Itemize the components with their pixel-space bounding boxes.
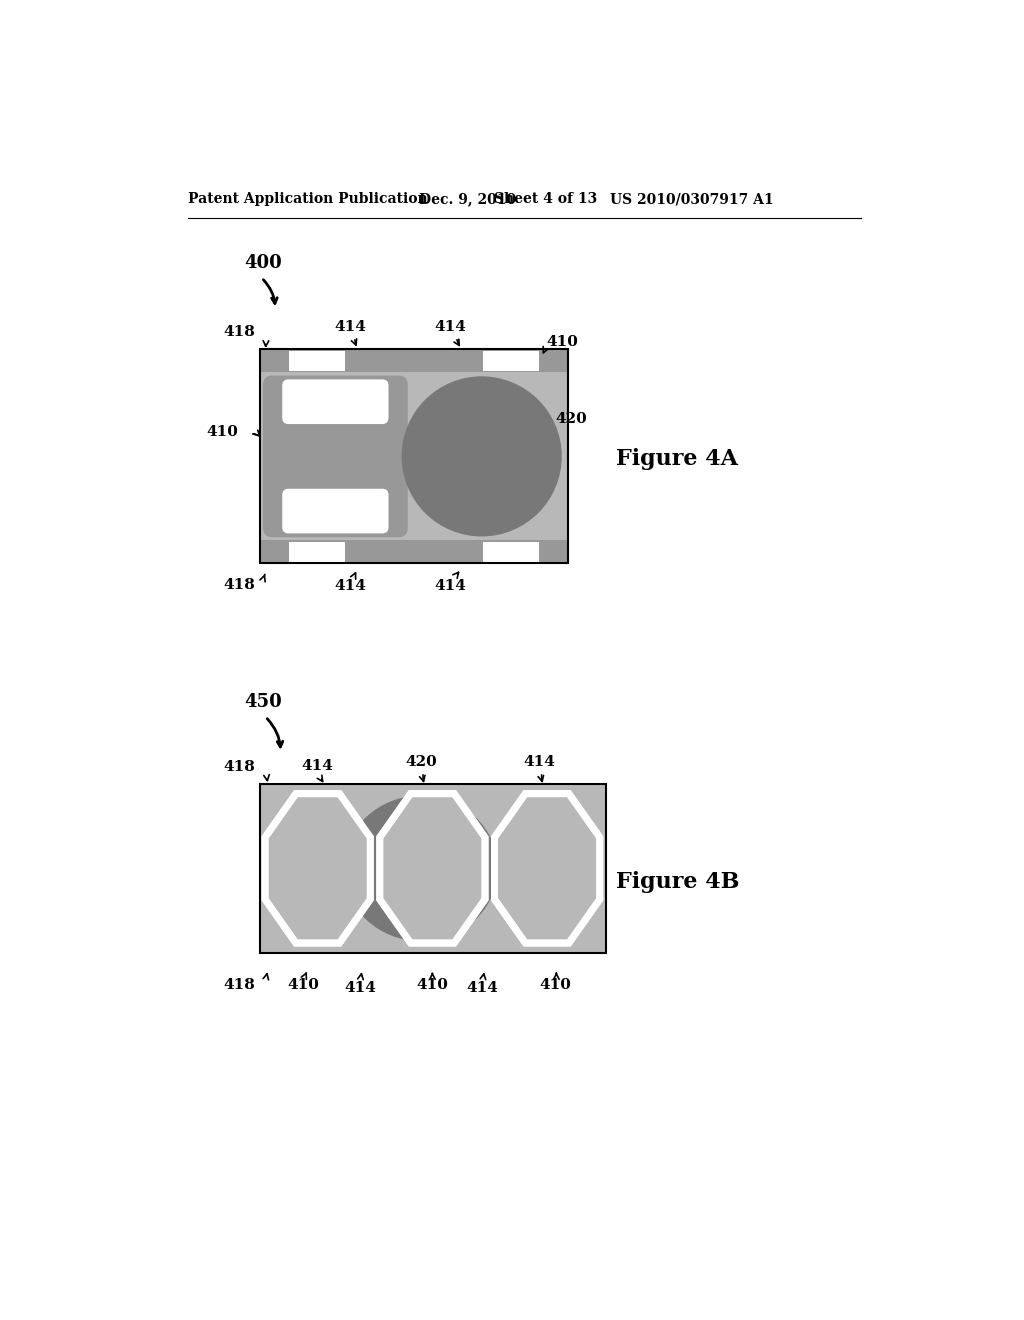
Text: 414: 414 bbox=[434, 579, 466, 593]
Text: 420: 420 bbox=[556, 412, 588, 426]
Text: 420: 420 bbox=[404, 755, 436, 770]
Text: 414: 414 bbox=[434, 319, 466, 334]
Polygon shape bbox=[495, 793, 600, 942]
Text: Patent Application Publication: Patent Application Publication bbox=[188, 193, 428, 206]
Text: 410: 410 bbox=[207, 425, 239, 438]
Bar bbox=[260, 350, 568, 564]
Bar bbox=[260, 350, 568, 564]
Text: 410: 410 bbox=[417, 978, 449, 993]
Bar bbox=[289, 543, 345, 562]
Polygon shape bbox=[265, 793, 371, 942]
Bar bbox=[483, 351, 539, 371]
Text: 418: 418 bbox=[223, 578, 255, 593]
Text: 414: 414 bbox=[302, 759, 334, 774]
Polygon shape bbox=[380, 793, 485, 942]
FancyBboxPatch shape bbox=[263, 376, 408, 537]
Text: Sheet 4 of 13: Sheet 4 of 13 bbox=[494, 193, 597, 206]
Text: 418: 418 bbox=[223, 325, 255, 339]
Ellipse shape bbox=[344, 796, 498, 941]
Text: US 2010/0307917 A1: US 2010/0307917 A1 bbox=[609, 193, 773, 206]
Bar bbox=[260, 540, 568, 564]
Text: 410: 410 bbox=[288, 978, 319, 993]
Text: 400: 400 bbox=[245, 255, 283, 272]
Text: 410: 410 bbox=[539, 978, 570, 993]
Text: 414: 414 bbox=[334, 319, 366, 334]
Text: 410: 410 bbox=[547, 334, 579, 348]
Text: 414: 414 bbox=[523, 755, 555, 770]
Bar bbox=[260, 350, 568, 372]
Bar bbox=[289, 351, 345, 371]
Text: 418: 418 bbox=[223, 760, 255, 775]
Ellipse shape bbox=[401, 376, 562, 536]
FancyBboxPatch shape bbox=[283, 379, 388, 424]
Text: 414: 414 bbox=[334, 579, 366, 593]
Text: Figure 4A: Figure 4A bbox=[615, 447, 737, 470]
Bar bbox=[260, 784, 606, 953]
Text: Dec. 9, 2010: Dec. 9, 2010 bbox=[419, 193, 516, 206]
Bar bbox=[483, 543, 539, 562]
Text: 418: 418 bbox=[223, 978, 255, 993]
Text: Figure 4B: Figure 4B bbox=[615, 871, 739, 894]
Bar bbox=[260, 784, 606, 953]
Text: 450: 450 bbox=[245, 693, 283, 711]
Text: 414: 414 bbox=[344, 981, 376, 995]
FancyBboxPatch shape bbox=[283, 488, 388, 533]
Text: 414: 414 bbox=[467, 981, 499, 995]
